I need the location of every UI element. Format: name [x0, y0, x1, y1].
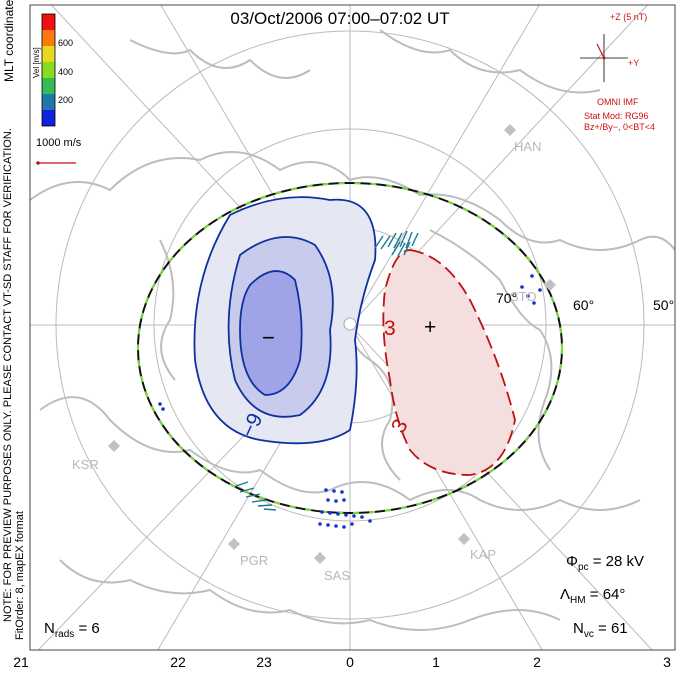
latitude-label-70: 70°: [496, 290, 518, 306]
vector-count: Nvc = 61: [573, 620, 628, 640]
station-label-han: HAN: [514, 139, 542, 154]
mlt-tick-0: 0: [346, 654, 354, 670]
fit-order-note: FitOrder: 8, mapEX format: [14, 511, 26, 640]
station-label-pgr: PGR: [240, 553, 269, 568]
imf-z-label: +Z (5 nT): [610, 12, 648, 22]
mlt-tick-3: 3: [663, 654, 671, 670]
station-label-sas: SAS: [324, 568, 351, 583]
dusk-cell: [193, 196, 377, 445]
latitude-label-50: 50°: [653, 297, 675, 313]
imf-dial: [580, 34, 628, 82]
mlt-tick-21: 21: [13, 654, 29, 670]
station-label-kap: KAP: [470, 547, 497, 562]
map-frame: [29, 4, 676, 651]
colorbar-block: [42, 78, 55, 94]
velocity-points: [158, 274, 542, 529]
colorbar-tick-600: 600: [58, 38, 74, 48]
potential-maximum-marker: +: [424, 316, 436, 339]
dawn-cell: [382, 249, 516, 476]
mlt-tick-22: 22: [170, 654, 186, 670]
station-label-ksr: KSR: [72, 457, 99, 472]
colorbar-block: [42, 30, 55, 46]
polar-cap-potential: Φpc = 28 kV: [566, 553, 644, 573]
imf-condition: Bz+/By−, 0<BT<4: [584, 122, 656, 132]
colorbar-block: [42, 46, 55, 62]
colorbar-block: [42, 14, 55, 30]
velocity-vectors: [235, 230, 419, 511]
colorbar-block: [42, 94, 55, 110]
potential-minimum-marker: −: [262, 325, 275, 350]
imf-model: Stat Mod: RG96: [584, 111, 649, 121]
hm-boundary-latitude: ΛHM = 64°: [560, 586, 626, 606]
station-markers: [108, 124, 556, 564]
imf-y-label: +Y: [628, 58, 640, 68]
colorbar-block: [42, 110, 55, 126]
colorbar: [42, 14, 55, 126]
colorbar-outline: [41, 13, 56, 127]
colorbar-unit-label: Vel [m/s]: [32, 47, 41, 78]
scale-vector-label: 1000 m/s: [36, 137, 82, 149]
contour-label-3: 3: [384, 317, 396, 340]
latitude-label-60: 60°: [573, 297, 595, 313]
station-label-sto: STO: [510, 289, 537, 304]
pole-marker: [343, 317, 357, 331]
colorbar-tick-400: 400: [58, 67, 74, 77]
colorbar-block: [42, 62, 55, 78]
map-title: 03/Oct/2006 07:00–07:02 UT: [230, 9, 450, 28]
mlt-tick-1: 1: [432, 654, 440, 670]
mlt-tick-2: 2: [533, 654, 541, 670]
preview-note: NOTE: FOR PREVIEW PURPOSES ONLY. PLEASE …: [2, 128, 14, 622]
coordinates-label: MLT coordinates: [2, 0, 16, 82]
scale-vector: [36, 161, 76, 165]
mlt-tick-23: 23: [256, 654, 272, 670]
radar-count: Nrads = 6: [44, 620, 100, 640]
hm-boundary: [137, 182, 563, 514]
imf-source: OMNI IMF: [597, 97, 639, 107]
colorbar-tick-200: 200: [58, 95, 74, 105]
